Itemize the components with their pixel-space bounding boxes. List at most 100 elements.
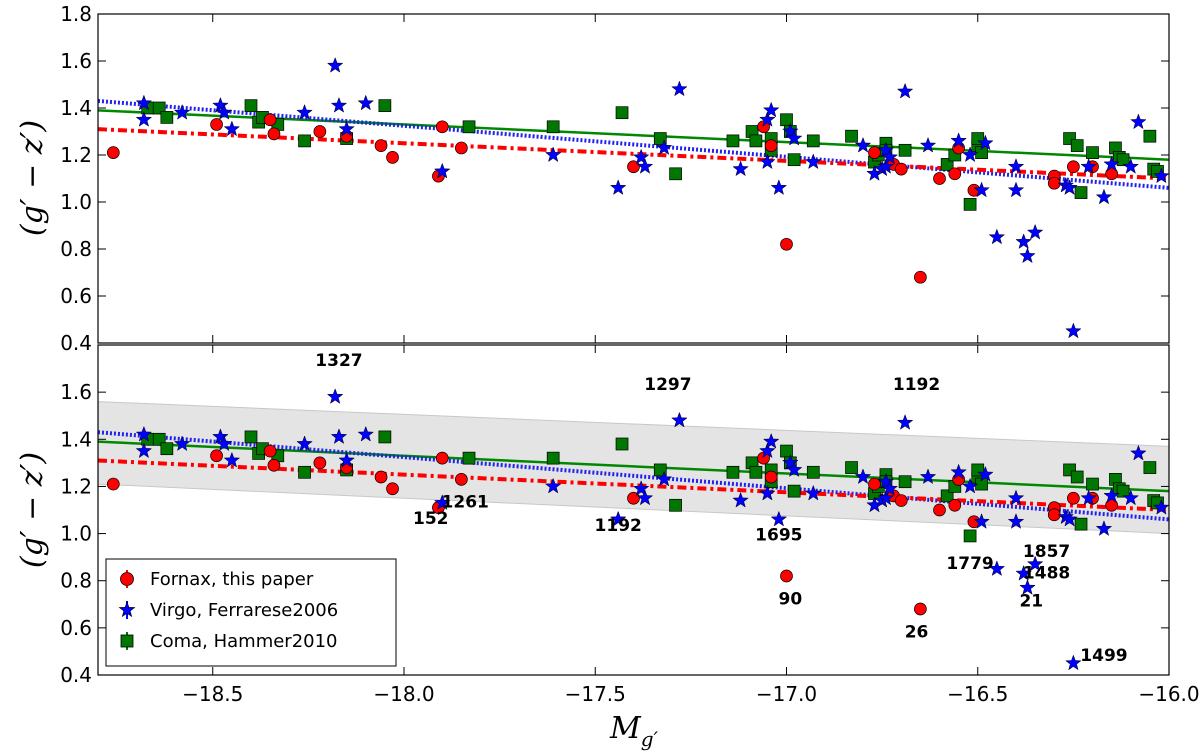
bot-ytick-label: 0.4 bbox=[60, 663, 92, 687]
top-star-point bbox=[215, 103, 233, 120]
bot-star-point bbox=[671, 411, 688, 428]
top-panel: 0.4 0.6 0.8 1.0 1.2 1.4 1.6 1.8 (g′ − z′) bbox=[15, 2, 1170, 355]
top-square-point bbox=[298, 134, 311, 148]
bot-star-point bbox=[1153, 498, 1169, 515]
bot-square-point bbox=[806, 465, 820, 479]
bot-circle-point bbox=[374, 470, 388, 484]
top-square-point bbox=[160, 111, 174, 124]
bot-square-point bbox=[1086, 477, 1099, 491]
bot-square-point bbox=[1074, 517, 1088, 531]
top-star-point bbox=[296, 103, 313, 120]
bot-ytick-label: 1.2 bbox=[60, 474, 92, 498]
bot-square-point bbox=[898, 475, 912, 489]
bot-star-point bbox=[655, 470, 673, 487]
bot-square-point bbox=[298, 465, 311, 479]
bot-star-point bbox=[732, 491, 749, 508]
legend-coma-label: Coma, Hammer2010 bbox=[150, 631, 338, 652]
bot-square-point bbox=[546, 451, 560, 465]
bot-star-point bbox=[896, 414, 914, 430]
top-star-point bbox=[135, 94, 153, 111]
top-circle-point bbox=[263, 113, 277, 127]
top-square-point bbox=[152, 101, 166, 115]
bot-square-point bbox=[1143, 461, 1157, 474]
bot-star-point bbox=[770, 510, 788, 527]
top-ytick-label: 1.6 bbox=[60, 49, 92, 73]
top-square-point bbox=[1116, 153, 1130, 167]
top-star-point bbox=[223, 120, 241, 137]
bot-square-point bbox=[378, 430, 392, 444]
top-star-point bbox=[759, 153, 776, 170]
bot-star-point bbox=[1103, 487, 1120, 503]
bot-circle-point bbox=[894, 494, 908, 507]
top-star-point bbox=[896, 82, 914, 99]
top-star-point bbox=[782, 122, 799, 139]
bot-circle-point bbox=[313, 456, 327, 470]
bot-star-point bbox=[762, 432, 780, 449]
top-square-point bbox=[378, 99, 392, 113]
top-star-point bbox=[1007, 181, 1025, 198]
top-star-point bbox=[759, 111, 776, 127]
bot-star-point bbox=[357, 425, 375, 442]
top-circle-point bbox=[948, 167, 962, 181]
bot-star-point bbox=[877, 489, 895, 506]
top-circle-point bbox=[764, 139, 778, 152]
top-star-point bbox=[1019, 247, 1036, 264]
x-axis-label-main: M bbox=[609, 711, 642, 746]
top-star-point bbox=[655, 139, 673, 156]
top-circle-point bbox=[386, 151, 399, 164]
galaxy-annotation: 152 bbox=[413, 509, 449, 529]
top-square-point bbox=[1074, 186, 1088, 199]
top-ytick-label: 1.0 bbox=[60, 190, 92, 214]
legend: Fornax, this paper Virgo, Ferrarese2006 … bbox=[105, 558, 397, 667]
bot-square-point bbox=[160, 442, 174, 456]
top-circle-point bbox=[780, 237, 793, 251]
top-data-points bbox=[106, 56, 1169, 339]
bot-fit-line-dotted bbox=[98, 430, 1169, 522]
galaxy-annotation: 1192 bbox=[595, 516, 642, 536]
top-circle-point bbox=[435, 120, 449, 134]
bot-star-point bbox=[877, 472, 895, 489]
top-circle-point bbox=[267, 127, 281, 141]
top-circle-point bbox=[106, 146, 120, 159]
bot-star-point bbox=[173, 435, 191, 452]
top-circle-point bbox=[914, 270, 927, 284]
top-star-point bbox=[212, 96, 229, 113]
top-star-point bbox=[326, 56, 344, 73]
top-star-point bbox=[804, 153, 822, 170]
top-ytick-label: 0.6 bbox=[60, 284, 92, 308]
top-circle-point bbox=[455, 141, 468, 155]
top-circle-point bbox=[868, 146, 881, 159]
bot-star-point bbox=[1080, 489, 1097, 506]
bot-circle-point bbox=[455, 473, 468, 486]
top-circle-point bbox=[1067, 160, 1080, 174]
bot-star-point bbox=[1015, 564, 1032, 581]
top-square-point bbox=[462, 120, 476, 134]
top-star-point bbox=[609, 179, 627, 195]
galaxy-annotation: 1499 bbox=[1080, 646, 1127, 666]
legend-fornax-label: Fornax, this paper bbox=[150, 569, 314, 590]
bot-square-point bbox=[615, 437, 629, 451]
legend-fornax-marker bbox=[120, 572, 134, 586]
top-square-point bbox=[940, 158, 954, 171]
bot-ytick-label: 0.6 bbox=[60, 616, 92, 640]
top-ytick-label: 1.2 bbox=[60, 143, 92, 167]
top-star-point bbox=[1153, 167, 1169, 184]
top-star-point bbox=[1103, 155, 1120, 172]
top-circle-point bbox=[313, 125, 327, 138]
bot-ytick-label: 0.8 bbox=[60, 569, 92, 593]
top-square-point bbox=[669, 167, 682, 181]
bottom-data-points bbox=[106, 388, 1169, 671]
top-star-point bbox=[1057, 176, 1075, 193]
top-star-point bbox=[877, 141, 895, 158]
legend-entry-virgo: Virgo, Ferrarese2006 bbox=[118, 600, 338, 621]
bot-star-point bbox=[326, 388, 344, 404]
top-square-point bbox=[1070, 139, 1084, 152]
top-fit-line-dotted bbox=[98, 98, 1169, 190]
top-fit-line-dashdot bbox=[98, 127, 1169, 181]
bot-circle-point bbox=[780, 569, 793, 583]
top-square-point bbox=[806, 134, 820, 148]
galaxy-annotation: 1297 bbox=[644, 375, 691, 395]
top-star-point bbox=[988, 228, 1006, 245]
